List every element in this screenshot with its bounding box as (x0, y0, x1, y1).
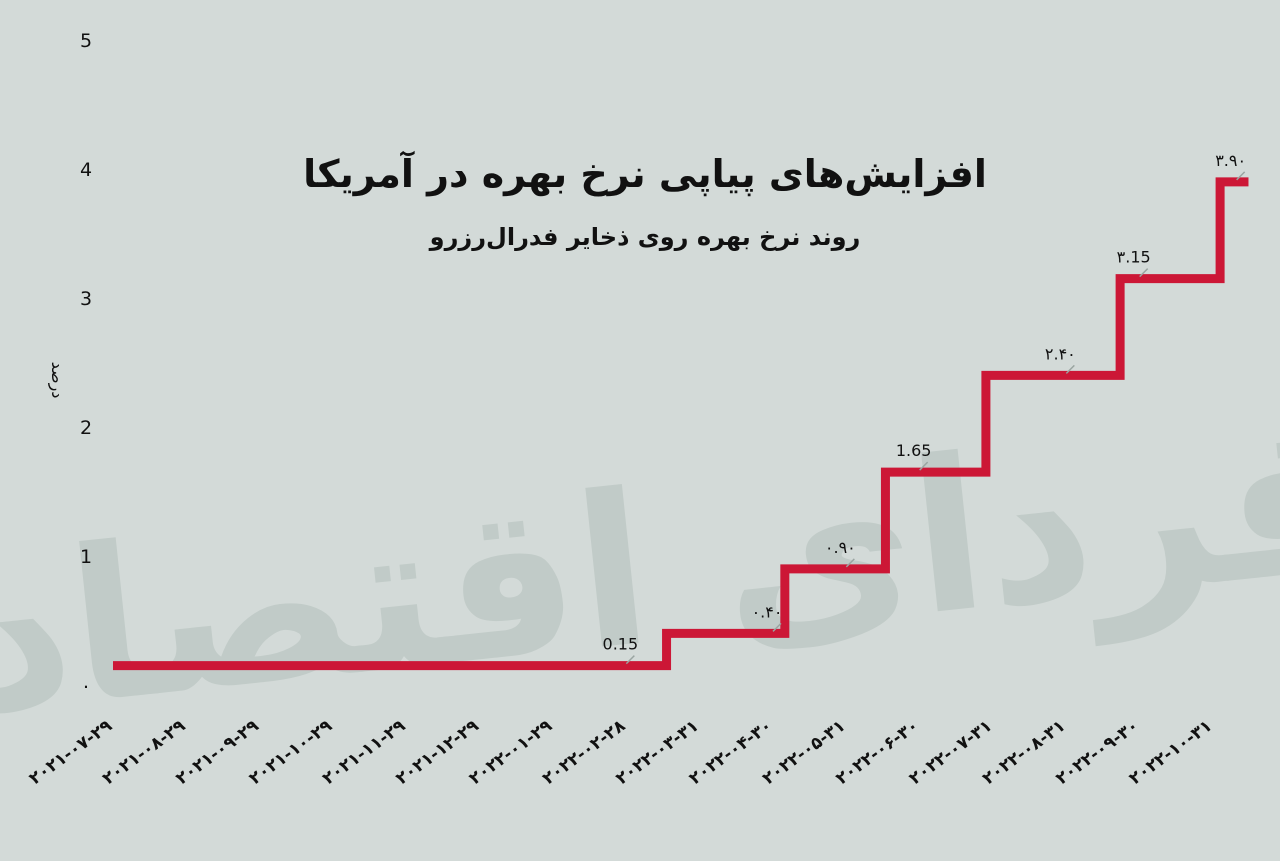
chart-subtitle: روند نرخ بهره روی ذخایر فدرال‌رزرو (429, 223, 861, 251)
chart-title: افزایش‌های پیاپی نرخ بهره در آمریکا (303, 150, 987, 196)
series-line (113, 177, 1249, 671)
y-tick-label: 3 (80, 288, 92, 310)
data-label: 0.15 (603, 635, 639, 654)
y-tick-label: 5 (80, 30, 92, 52)
data-label: ۲.۴۰ (1045, 344, 1076, 363)
y-tick-label: 4 (80, 159, 92, 181)
data-labels: 0.15 ۰.۴۰ ۰.۹۰ 1.65 ۲.۴۰ ۳.15 ۳.۹۰ (603, 151, 1246, 665)
data-label-leader (625, 655, 635, 665)
x-tick-label: ۲۰۲۲-۱۰-۳۱ (1126, 716, 1216, 789)
data-label: 1.65 (896, 441, 932, 460)
watermark: فردای اقتصاد (0, 372, 1280, 764)
data-label-leader (1139, 268, 1149, 278)
data-label: ۰.۴۰ (752, 602, 783, 621)
y-tick-label: 2 (80, 417, 92, 439)
y-tick-label: ۰ (81, 675, 91, 697)
y-tick-label: 1 (80, 546, 92, 568)
y-axis-label: درصد (47, 362, 67, 399)
data-label: ۰.۹۰ (825, 538, 856, 557)
y-axis: ۰ 1 2 3 4 5 (80, 30, 92, 697)
data-label-leader (1065, 364, 1075, 374)
series (113, 177, 1249, 671)
data-label-leader (919, 461, 929, 471)
data-label-leader (772, 622, 782, 632)
data-label-leader (1236, 171, 1246, 181)
data-label: ۳.15 (1117, 248, 1151, 267)
data-label: ۳.۹۰ (1215, 151, 1246, 170)
data-label-leader (845, 558, 855, 568)
